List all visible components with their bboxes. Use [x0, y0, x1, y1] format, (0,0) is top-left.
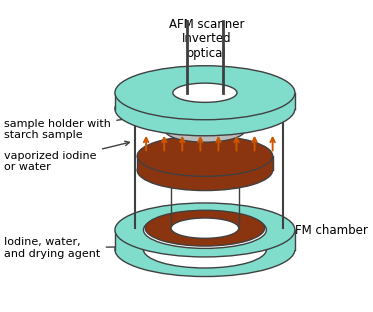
Text: vaporized iodine
or water: vaporized iodine or water: [4, 141, 129, 172]
Polygon shape: [165, 112, 245, 130]
Ellipse shape: [165, 118, 245, 142]
Polygon shape: [137, 156, 273, 170]
Text: Inverted
optical: Inverted optical: [182, 32, 232, 60]
Polygon shape: [266, 230, 295, 250]
Ellipse shape: [115, 82, 295, 136]
Ellipse shape: [144, 231, 266, 268]
Text: sample holder with
starch sample: sample holder with starch sample: [4, 117, 129, 140]
Ellipse shape: [115, 203, 295, 257]
Polygon shape: [115, 93, 173, 109]
Ellipse shape: [165, 100, 245, 124]
Ellipse shape: [115, 66, 295, 120]
Ellipse shape: [145, 210, 264, 246]
Ellipse shape: [115, 222, 295, 276]
Ellipse shape: [173, 83, 237, 102]
Ellipse shape: [137, 150, 273, 191]
Ellipse shape: [173, 99, 237, 118]
Polygon shape: [237, 93, 295, 109]
Ellipse shape: [144, 212, 266, 248]
Polygon shape: [115, 230, 144, 250]
Text: Iodine, water,
and drying agent: Iodine, water, and drying agent: [4, 237, 183, 259]
Text: AFM scanner: AFM scanner: [169, 18, 244, 31]
Ellipse shape: [137, 136, 273, 176]
Text: AFM chamber: AFM chamber: [287, 224, 368, 237]
Ellipse shape: [171, 218, 239, 238]
